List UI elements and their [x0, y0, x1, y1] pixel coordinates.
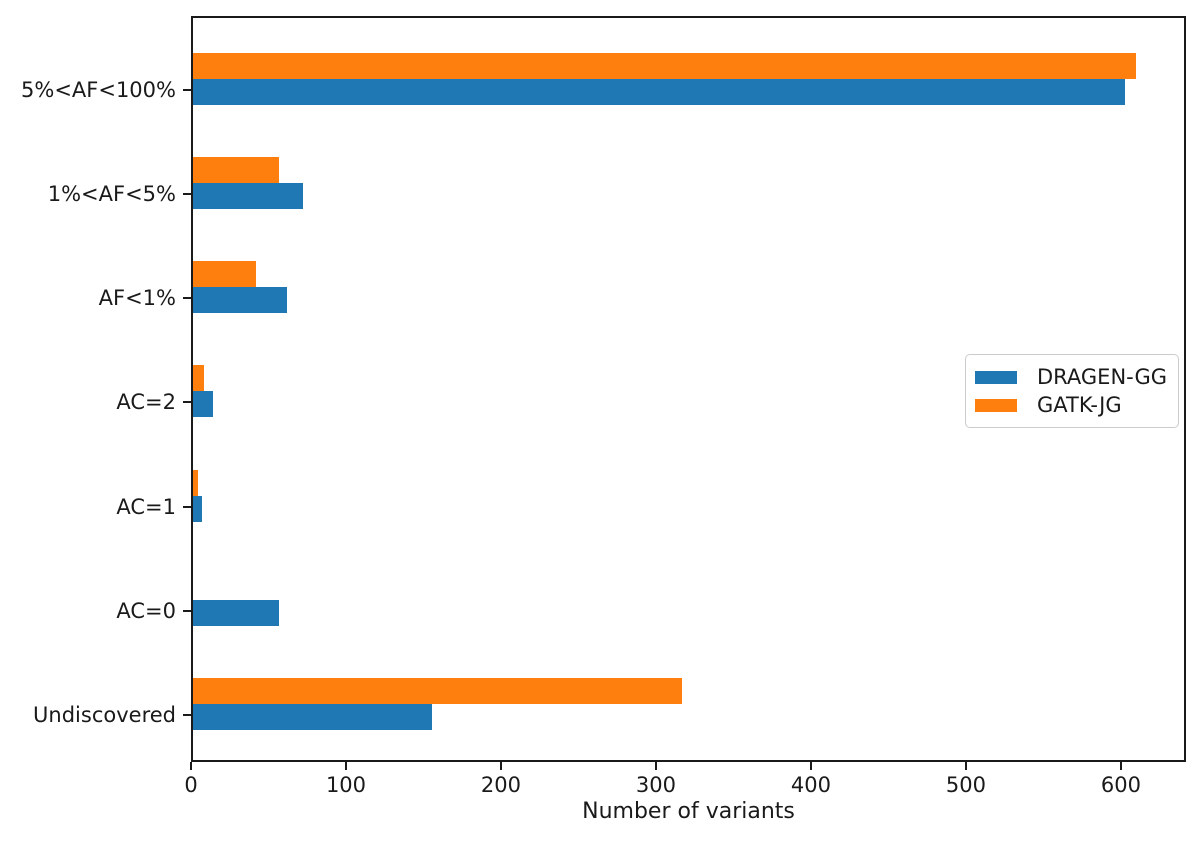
bar-dragen-gg-af-1: [193, 287, 288, 314]
legend-swatch-gatk-jg: [975, 398, 1017, 412]
xtick-mark-400: [809, 762, 812, 770]
ytick-label-undiscovered: Undiscovered: [33, 702, 176, 727]
bar-gatk-jg-ac-1: [193, 469, 198, 496]
xtick-mark-0: [190, 762, 192, 770]
xtick-mark-600: [1119, 762, 1122, 770]
bar-dragen-gg-1-af-5: [193, 182, 303, 209]
ytick-mark-ac-1: [183, 505, 191, 508]
ytick-label-af-1: AF<1%: [98, 286, 176, 311]
bar-dragen-gg-ac-2: [193, 391, 214, 418]
legend-item-gatk-jg: GATK-JG: [975, 392, 1168, 418]
xtick-label-400: 400: [790, 773, 831, 797]
ytick-mark-ac-0: [183, 609, 191, 612]
legend-label-gatk-jg: GATK-JG: [1037, 392, 1122, 417]
bar-dragen-gg-ac-1: [193, 495, 203, 522]
ytick-label-ac-0: AC=0: [116, 598, 176, 623]
xtick-label-300: 300: [635, 773, 676, 797]
ytick-label-5-af-100: 5%<AF<100%: [21, 77, 176, 102]
x-axis-label: Number of variants: [582, 799, 795, 824]
bar-gatk-jg-1-af-5: [193, 156, 280, 183]
ytick-label-ac-2: AC=2: [116, 390, 176, 415]
ytick-mark-af-1: [183, 297, 191, 300]
xtick-mark-500: [964, 762, 967, 770]
xtick-mark-300: [654, 762, 657, 770]
xtick-label-600: 600: [1100, 773, 1141, 797]
ytick-mark-undiscovered: [183, 713, 191, 716]
bar-dragen-gg-ac-0: [193, 599, 280, 626]
xtick-label-0: 0: [184, 773, 198, 797]
bar-gatk-jg-ac-2: [193, 365, 204, 392]
plot-area: DRAGEN-GG GATK-JG: [191, 16, 1186, 762]
legend: DRAGEN-GG GATK-JG: [965, 354, 1179, 428]
xtick-label-200: 200: [480, 773, 522, 797]
legend-swatch-dragen-gg: [975, 370, 1017, 384]
bar-gatk-jg-af-1: [193, 261, 257, 288]
ytick-mark-5-af-100: [183, 88, 191, 91]
bar-dragen-gg-undiscovered: [193, 703, 433, 730]
ytick-label-1-af-5: 1%<AF<5%: [47, 181, 176, 206]
xtick-label-500: 500: [945, 773, 986, 797]
bar-dragen-gg-5-af-100: [193, 78, 1126, 105]
xtick-mark-100: [344, 762, 347, 770]
legend-item-dragen-gg: DRAGEN-GG: [975, 364, 1168, 390]
ytick-label-ac-1: AC=1: [116, 494, 176, 519]
xtick-mark-200: [499, 762, 502, 770]
xtick-label-100: 100: [325, 773, 367, 797]
bar-gatk-jg-5-af-100: [193, 52, 1137, 79]
bar-gatk-jg-undiscovered: [193, 677, 683, 704]
ytick-mark-ac-2: [183, 401, 191, 404]
ytick-mark-1-af-5: [183, 192, 191, 195]
legend-label-dragen-gg: DRAGEN-GG: [1037, 364, 1168, 389]
